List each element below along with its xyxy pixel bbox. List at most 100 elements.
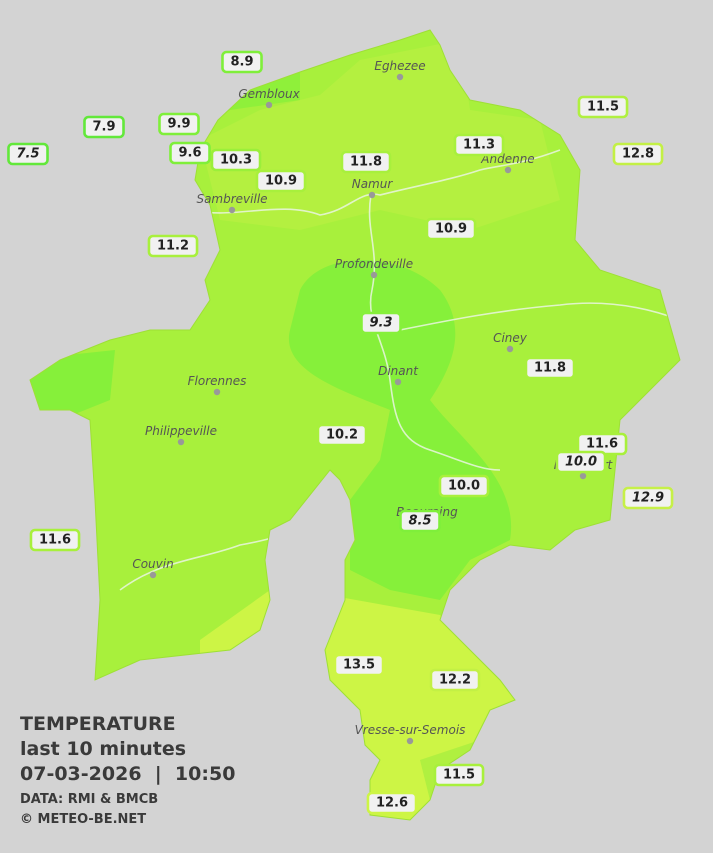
station: 8.5 xyxy=(399,509,441,533)
station-value: 11.2 xyxy=(157,239,189,254)
station-box xyxy=(340,150,392,174)
cities: EghezeeGemblouxAndenneNamurSambrevillePr… xyxy=(132,59,614,745)
station-value: 7.5 xyxy=(16,147,39,162)
river-bocq xyxy=(399,302,680,331)
station-value: 11.3 xyxy=(463,138,495,153)
city-dot xyxy=(228,206,236,214)
station-value: 12.9 xyxy=(632,491,664,506)
station: 7.9 xyxy=(83,115,125,139)
city-dot xyxy=(579,472,587,480)
city-dot xyxy=(406,737,414,745)
city-label: Ciney xyxy=(493,331,528,345)
legend-timestamp: 07-03-2026 | 10:50 xyxy=(20,763,235,785)
station-box xyxy=(425,217,477,241)
city-dot xyxy=(506,345,514,353)
city-label: Profondeville xyxy=(335,257,413,271)
station: 11.6 xyxy=(29,528,81,552)
city-dot xyxy=(149,571,157,579)
station-box xyxy=(399,509,441,533)
station-box xyxy=(210,148,262,172)
city-label: Namur xyxy=(352,177,394,191)
city-dot xyxy=(370,271,378,279)
river-meuse xyxy=(368,194,501,471)
station: 12.9 xyxy=(622,486,674,510)
city-dot xyxy=(177,438,185,446)
station-value: 11.8 xyxy=(534,361,566,376)
river-sambre-meuse xyxy=(194,149,561,216)
city-label: Couvin xyxy=(132,557,173,571)
station: 10.0 xyxy=(555,450,607,474)
station-value: 10.2 xyxy=(326,428,358,443)
station: 12.6 xyxy=(366,791,418,815)
station-box xyxy=(316,423,368,447)
station-box xyxy=(7,142,49,166)
station: 11.5 xyxy=(433,763,485,787)
station-value: 10.3 xyxy=(220,153,252,168)
station-box xyxy=(524,356,576,380)
station-box xyxy=(366,791,418,815)
station: 9.6 xyxy=(169,141,211,165)
station-value: 11.6 xyxy=(586,437,618,452)
station-box xyxy=(577,95,629,119)
city-dot xyxy=(213,388,221,396)
station-box xyxy=(438,474,490,498)
station-value: 12.8 xyxy=(622,147,654,162)
station: 7.5 xyxy=(7,142,49,166)
station: 8.9 xyxy=(221,50,263,74)
station: 10.9 xyxy=(425,217,477,241)
station: 10.0 xyxy=(438,474,490,498)
station-value: 9.3 xyxy=(369,316,392,331)
station-box xyxy=(333,653,385,677)
station-box xyxy=(622,486,674,510)
station-box xyxy=(433,763,485,787)
station-box xyxy=(158,112,200,136)
station-box xyxy=(360,311,402,335)
station-box xyxy=(169,141,211,165)
legend: TEMPERATURE last 10 minutes 07-03-2026 |… xyxy=(20,713,235,827)
station: 13.5 xyxy=(333,653,385,677)
city-label: Dinant xyxy=(378,364,419,378)
legend-subtitle: last 10 minutes xyxy=(20,738,186,760)
station-value: 12.6 xyxy=(376,796,408,811)
city-dot xyxy=(396,73,404,81)
station-box xyxy=(255,169,307,193)
city-label: Gembloux xyxy=(238,87,300,101)
station-value: 11.5 xyxy=(443,768,475,783)
station-value: 9.9 xyxy=(167,117,190,132)
station-box xyxy=(147,234,199,258)
city-label: Florennes xyxy=(188,374,247,388)
station: 9.9 xyxy=(158,112,200,136)
station: 11.5 xyxy=(577,95,629,119)
station-box xyxy=(612,142,664,166)
station-value: 11.8 xyxy=(350,155,382,170)
legend-source: DATA: RMI & BMCB xyxy=(20,792,158,807)
station-value: 7.9 xyxy=(92,120,115,135)
station: 11.2 xyxy=(147,234,199,258)
station: 10.2 xyxy=(316,423,368,447)
zone-central xyxy=(288,260,512,600)
city-label: Eghezee xyxy=(374,59,425,73)
station-box xyxy=(29,528,81,552)
station-value: 13.5 xyxy=(343,658,375,673)
station: 12.8 xyxy=(612,142,664,166)
station-value: 10.0 xyxy=(565,455,597,470)
city-dot xyxy=(504,166,512,174)
station-value: 10.9 xyxy=(435,222,467,237)
station-value: 11.5 xyxy=(587,100,619,115)
station-value: 11.6 xyxy=(39,533,71,548)
station-value: 8.9 xyxy=(230,55,253,70)
legend-credit: © METEO-BE.NET xyxy=(20,812,146,827)
station-value: 10.9 xyxy=(265,174,297,189)
station-value: 10.0 xyxy=(448,479,480,494)
station-value: 9.6 xyxy=(178,146,201,161)
city-label: Vresse-sur-Semois xyxy=(355,723,466,737)
station-box xyxy=(555,450,607,474)
station: 9.3 xyxy=(360,311,402,335)
station-box xyxy=(83,115,125,139)
station-box xyxy=(429,668,481,692)
city-dot xyxy=(265,101,273,109)
station: 10.9 xyxy=(255,169,307,193)
station: 12.2 xyxy=(429,668,481,692)
